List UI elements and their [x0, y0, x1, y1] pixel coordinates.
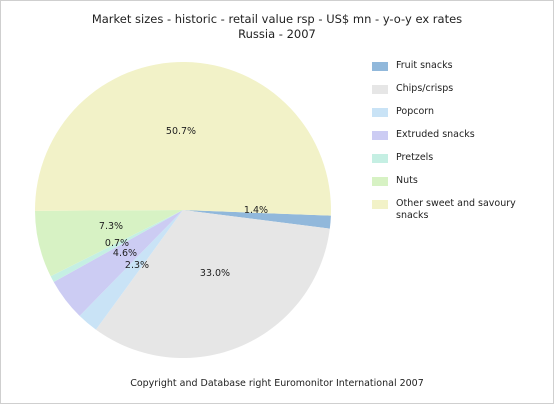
legend-item-other-sweet-and-savoury-snacks: Other sweet and savoury snacks	[372, 198, 548, 222]
legend-swatch	[372, 154, 388, 163]
slice-data-label: 50.7%	[166, 126, 196, 137]
chart-title-line1: Market sizes - historic - retail value r…	[91, 12, 463, 26]
legend-item-popcorn: Popcorn	[372, 106, 548, 118]
pie-slice-pretzels	[50, 210, 183, 283]
pie-slice-nuts	[35, 210, 184, 277]
legend-label: Extruded snacks	[396, 129, 475, 140]
legend-label: Other sweet and savoury snacks	[396, 198, 516, 221]
legend-label: Popcorn	[396, 106, 435, 117]
legend-item-nuts: Nuts	[372, 175, 548, 187]
legend-label: Pretzels	[396, 152, 434, 163]
pie-slice-other-sweet-and-savoury-snacks	[35, 62, 331, 216]
slice-data-label: 7.3%	[99, 221, 123, 232]
legend-swatch	[372, 62, 388, 71]
legend-swatch	[372, 131, 388, 140]
legend-item-pretzels: Pretzels	[372, 152, 548, 164]
legend-item-fruit-snacks: Fruit snacks	[372, 60, 548, 72]
legend-swatch	[372, 177, 388, 186]
legend-swatch	[372, 108, 388, 117]
slice-data-label: 33.0%	[200, 268, 230, 279]
pie-slice-fruit-snacks	[183, 210, 331, 229]
chart-title: Market sizes - historic - retail value r…	[0, 12, 554, 42]
slice-data-label: 2.3%	[125, 260, 149, 271]
chart-title-line2: Russia - 2007	[238, 27, 316, 41]
legend-label: Chips/crisps	[396, 83, 454, 94]
pie-slice-popcorn	[79, 210, 183, 330]
legend-item-chips-crisps: Chips/crisps	[372, 83, 548, 95]
pie-slice-extruded-snacks	[53, 210, 183, 316]
legend-label: Nuts	[396, 175, 418, 186]
copyright-footer: Copyright and Database right Euromonitor…	[130, 378, 424, 389]
chart-legend: Fruit snacks Chips/crisps Popcorn Extrud…	[372, 60, 548, 233]
legend-label: Fruit snacks	[396, 60, 453, 71]
pie-slice-chips-crisps	[95, 210, 330, 359]
slice-data-label: 1.4%	[244, 205, 268, 216]
legend-item-extruded-snacks: Extruded snacks	[372, 129, 548, 141]
slice-data-label: 0.7%	[105, 238, 129, 249]
slice-data-label: 4.6%	[113, 248, 137, 259]
legend-swatch	[372, 200, 388, 209]
legend-swatch	[372, 85, 388, 94]
